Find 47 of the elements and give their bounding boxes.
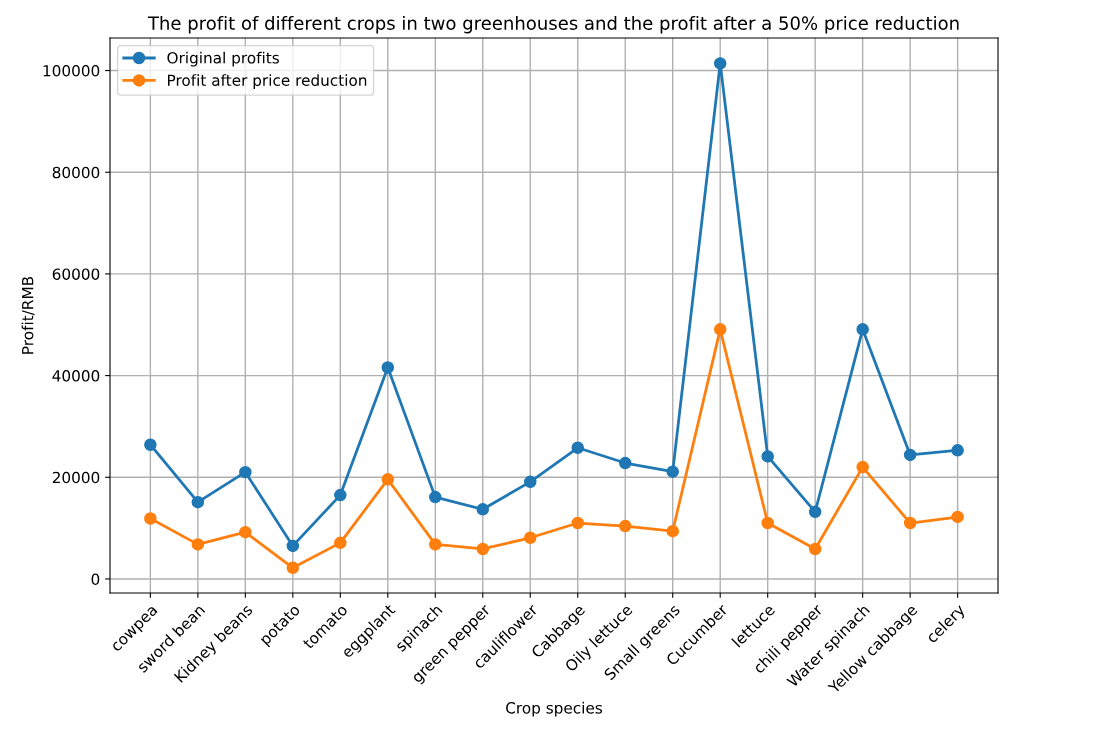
y-tick-label: 60000 (52, 268, 100, 280)
point (334, 488, 347, 502)
point (334, 536, 347, 550)
y-axis-title: Profit/RMB (21, 276, 35, 354)
point (761, 516, 774, 530)
point (144, 512, 157, 525)
point (666, 524, 679, 538)
legend-label: Profit after price reduction (168, 74, 367, 89)
y-tick-label: 100000 (43, 65, 100, 77)
point (618, 519, 632, 533)
point (239, 465, 252, 479)
chart-title: The profit of different crops in two greenhouses and the profit after a 50% price reduction (147, 15, 959, 34)
point (191, 495, 205, 509)
x-axis-title: Crop species (506, 701, 603, 717)
point (524, 475, 537, 489)
point (524, 531, 537, 545)
point (286, 539, 300, 553)
point (713, 57, 727, 70)
point (191, 538, 205, 551)
point (808, 542, 822, 556)
point (903, 516, 917, 530)
point (666, 465, 679, 478)
point (381, 361, 395, 374)
point (856, 460, 869, 474)
point (761, 450, 774, 463)
point (381, 473, 395, 486)
legend-label: Original profits (167, 51, 279, 67)
point (429, 490, 442, 504)
point (713, 323, 727, 336)
point (286, 561, 300, 575)
y-tick-label: 40000 (52, 370, 100, 382)
point (951, 510, 964, 524)
y-tick-label: 0 (91, 573, 100, 585)
point (903, 448, 917, 462)
point (476, 503, 490, 516)
point (476, 542, 490, 556)
point (571, 441, 584, 455)
point (808, 505, 822, 519)
point (951, 444, 964, 457)
y-tick-label: 80000 (52, 166, 100, 179)
point (144, 438, 157, 451)
point (429, 538, 442, 551)
point (856, 323, 869, 336)
point (571, 516, 584, 530)
point (618, 456, 632, 470)
point (239, 525, 252, 539)
y-tick-label: 20000 (52, 471, 100, 484)
